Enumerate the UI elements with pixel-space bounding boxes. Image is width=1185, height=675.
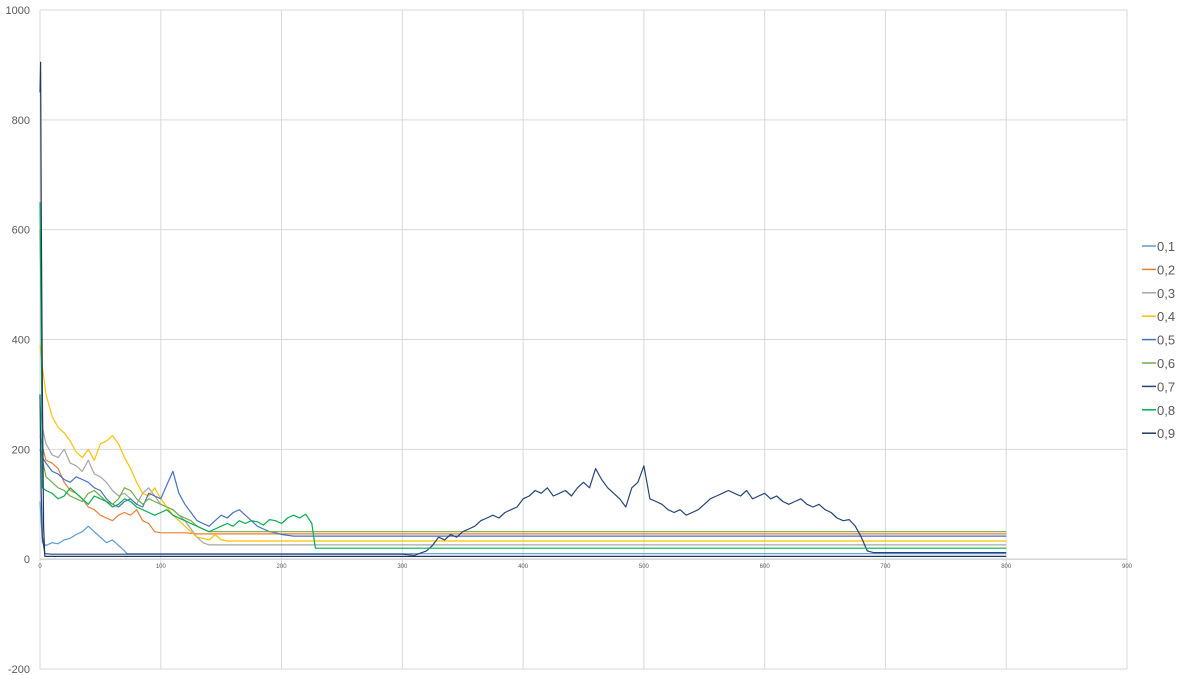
- legend-label: 0,5: [1157, 333, 1175, 348]
- y-tick-label: 0: [24, 554, 30, 566]
- series-line-0-8: [39, 202, 1007, 549]
- legend-label: 0,9: [1157, 426, 1175, 441]
- series-line-0-7: [39, 394, 1007, 556]
- legend-label: 0,8: [1157, 403, 1175, 418]
- y-tick-label: 200: [12, 444, 30, 456]
- x-tick-label: 800: [1001, 564, 1012, 570]
- x-tick-label: 100: [156, 564, 167, 570]
- legend-label: 0,1: [1157, 239, 1175, 254]
- x-tick-label: 400: [518, 564, 529, 570]
- series-line-0-6: [39, 229, 1007, 533]
- x-tick-label: 500: [639, 564, 650, 570]
- legend-label: 0,7: [1157, 379, 1175, 394]
- series-line-0-9: [39, 61, 1007, 557]
- gridlines: [39, 9, 1128, 670]
- x-tick-label: 200: [277, 564, 288, 570]
- x-tick-label: 300: [397, 564, 408, 570]
- x-tick-label: 0: [38, 564, 42, 570]
- y-tick-label: 600: [12, 225, 30, 237]
- y-tick-label: 800: [12, 115, 30, 127]
- series-lines: [39, 61, 1007, 557]
- y-tick-label: -200: [8, 664, 30, 675]
- axes: -200 0 200 400 600 800 1000 0 100 200 300 400 500 600…: [6, 5, 1133, 675]
- x-tick-label: 600: [760, 564, 771, 570]
- legend: 0,1 0,2 0,3 0,4 0,5 0,6 0,7 0,8 0,9: [1142, 239, 1175, 441]
- series-line-0-5: [39, 449, 1007, 537]
- series-line-0-1: [39, 501, 1007, 555]
- x-tick-label: 900: [1122, 564, 1133, 570]
- series-line-0-4: [39, 344, 1007, 542]
- legend-label: 0,6: [1157, 356, 1175, 371]
- legend-label: 0,4: [1157, 309, 1175, 324]
- series-line-0-2: [39, 435, 1007, 535]
- legend-label: 0,3: [1157, 286, 1175, 301]
- legend-label: 0,2: [1157, 262, 1175, 277]
- y-tick-label: 1000: [6, 5, 30, 17]
- x-tick-label: 700: [880, 564, 891, 570]
- y-tick-label: 400: [12, 335, 30, 347]
